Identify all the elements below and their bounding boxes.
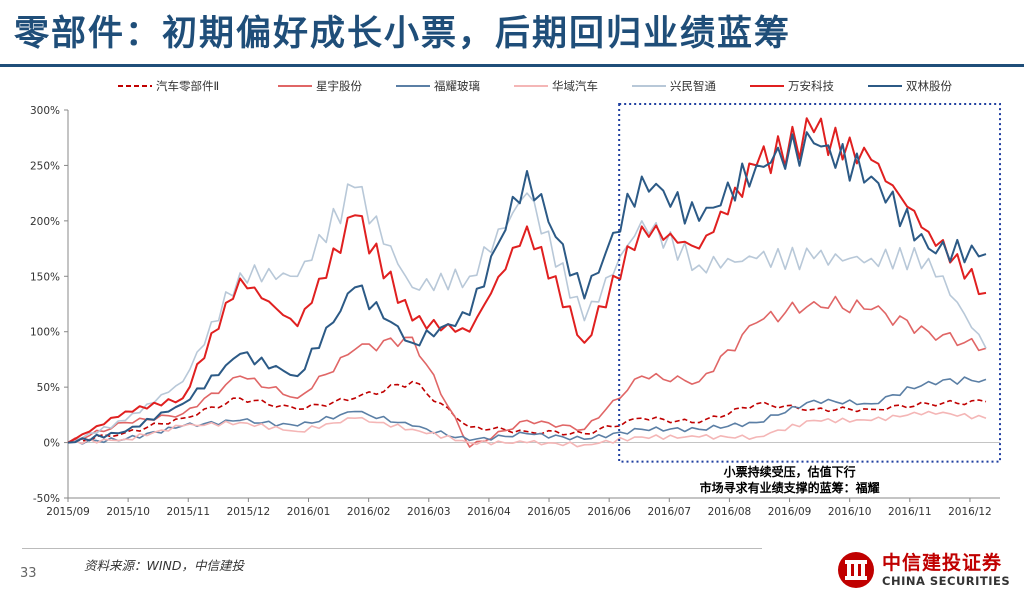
series-line-2 — [67, 295, 987, 448]
legend-swatch-6 — [750, 85, 784, 87]
x-tick-label: 2016/03 — [407, 506, 451, 518]
legend-label-4: 华域汽车 — [552, 79, 598, 93]
series-line-4 — [67, 410, 987, 448]
citic-logo-icon — [838, 552, 874, 588]
x-tick-label: 2016/11 — [888, 506, 932, 518]
legend-swatch-5 — [632, 85, 666, 87]
legend-item-2: 星宇股份 — [278, 77, 396, 95]
series-line-7 — [67, 131, 987, 444]
legend-swatch-7 — [868, 85, 902, 87]
slide-title: 零部件：初期偏好成长小票，后期回归业绩蓝筹 — [14, 14, 792, 54]
chart-legend: 汽车零部件Ⅱ 星宇股份 福耀玻璃 华域汽车 兴民智通 万安科技 双林股份 — [118, 77, 986, 95]
highlight-box — [618, 103, 1002, 463]
legend-item-5: 兴民智通 — [632, 77, 750, 95]
y-tick-label: 50% — [37, 382, 60, 394]
x-tick-label: 2015/11 — [166, 506, 210, 518]
logo-text-cn: 中信建投证券 — [882, 552, 1003, 574]
x-tick-label: 2015/12 — [227, 506, 271, 518]
legend-item-6: 万安科技 — [750, 77, 868, 95]
annotation-line-2: 市场寻求有业绩支撑的蓝筹：福耀 — [700, 480, 880, 495]
page-number: 33 — [20, 566, 37, 581]
legend-label-7: 双林股份 — [906, 79, 952, 93]
series-line-6 — [67, 117, 987, 444]
legend-label-1: 汽车零部件Ⅱ — [156, 79, 220, 93]
legend-swatch-3 — [396, 85, 430, 87]
legend-swatch-2 — [278, 85, 312, 87]
y-tick-label: 300% — [30, 105, 60, 117]
legend-swatch-4 — [514, 85, 548, 87]
x-tick-label: 2016/04 — [467, 506, 511, 518]
legend-item-7: 双林股份 — [868, 77, 986, 95]
series-line-3 — [67, 376, 987, 445]
x-tick-label: 2015/09 — [46, 506, 90, 518]
legend-item-3: 福耀玻璃 — [396, 77, 514, 95]
x-tick-label: 2016/08 — [708, 506, 752, 518]
footer-rule — [22, 548, 762, 549]
y-tick-label: 0% — [43, 438, 60, 450]
legend-label-2: 星宇股份 — [316, 79, 362, 93]
legend-label-6: 万安科技 — [788, 79, 834, 93]
y-tick-label: 250% — [30, 160, 60, 172]
x-tick-label: 2016/07 — [647, 506, 691, 518]
logo-text-en: CHINA SECURITIES — [882, 574, 1011, 588]
x-tick-label: 2016/05 — [527, 506, 571, 518]
title-rule — [0, 64, 1024, 67]
legend-label-5: 兴民智通 — [670, 79, 716, 93]
legend-item-1: 汽车零部件Ⅱ — [118, 77, 278, 95]
series-line-5 — [67, 183, 987, 444]
x-tick-label: 2016/10 — [828, 506, 872, 518]
y-tick-label: 200% — [30, 216, 60, 228]
y-tick-label: -50% — [33, 493, 60, 505]
x-tick-label: 2016/12 — [948, 506, 992, 518]
x-tick-label: 2016/01 — [287, 506, 331, 518]
legend-label-3: 福耀玻璃 — [434, 79, 480, 93]
series-line-1 — [67, 380, 987, 444]
x-tick-label: 2016/02 — [347, 506, 391, 518]
china-securities-logo: 中信建投证券 CHINA SECURITIES — [836, 548, 1018, 592]
y-tick-label: 100% — [30, 327, 60, 339]
legend-swatch-1 — [118, 85, 152, 87]
x-tick-label: 2015/10 — [106, 506, 150, 518]
x-tick-label: 2016/09 — [768, 506, 812, 518]
annotation-line-1: 小票持续受压，估值下行 — [724, 464, 856, 479]
y-tick-label: 150% — [30, 271, 60, 283]
x-tick-label: 2016/06 — [587, 506, 631, 518]
legend-item-4: 华域汽车 — [514, 77, 632, 95]
line-chart: -50% 0% 50% 100% 150% 200% 250% 300% 2015/09 2015… — [30, 103, 1002, 518]
source-note: 资料来源：WIND，中信建投 — [84, 558, 245, 573]
